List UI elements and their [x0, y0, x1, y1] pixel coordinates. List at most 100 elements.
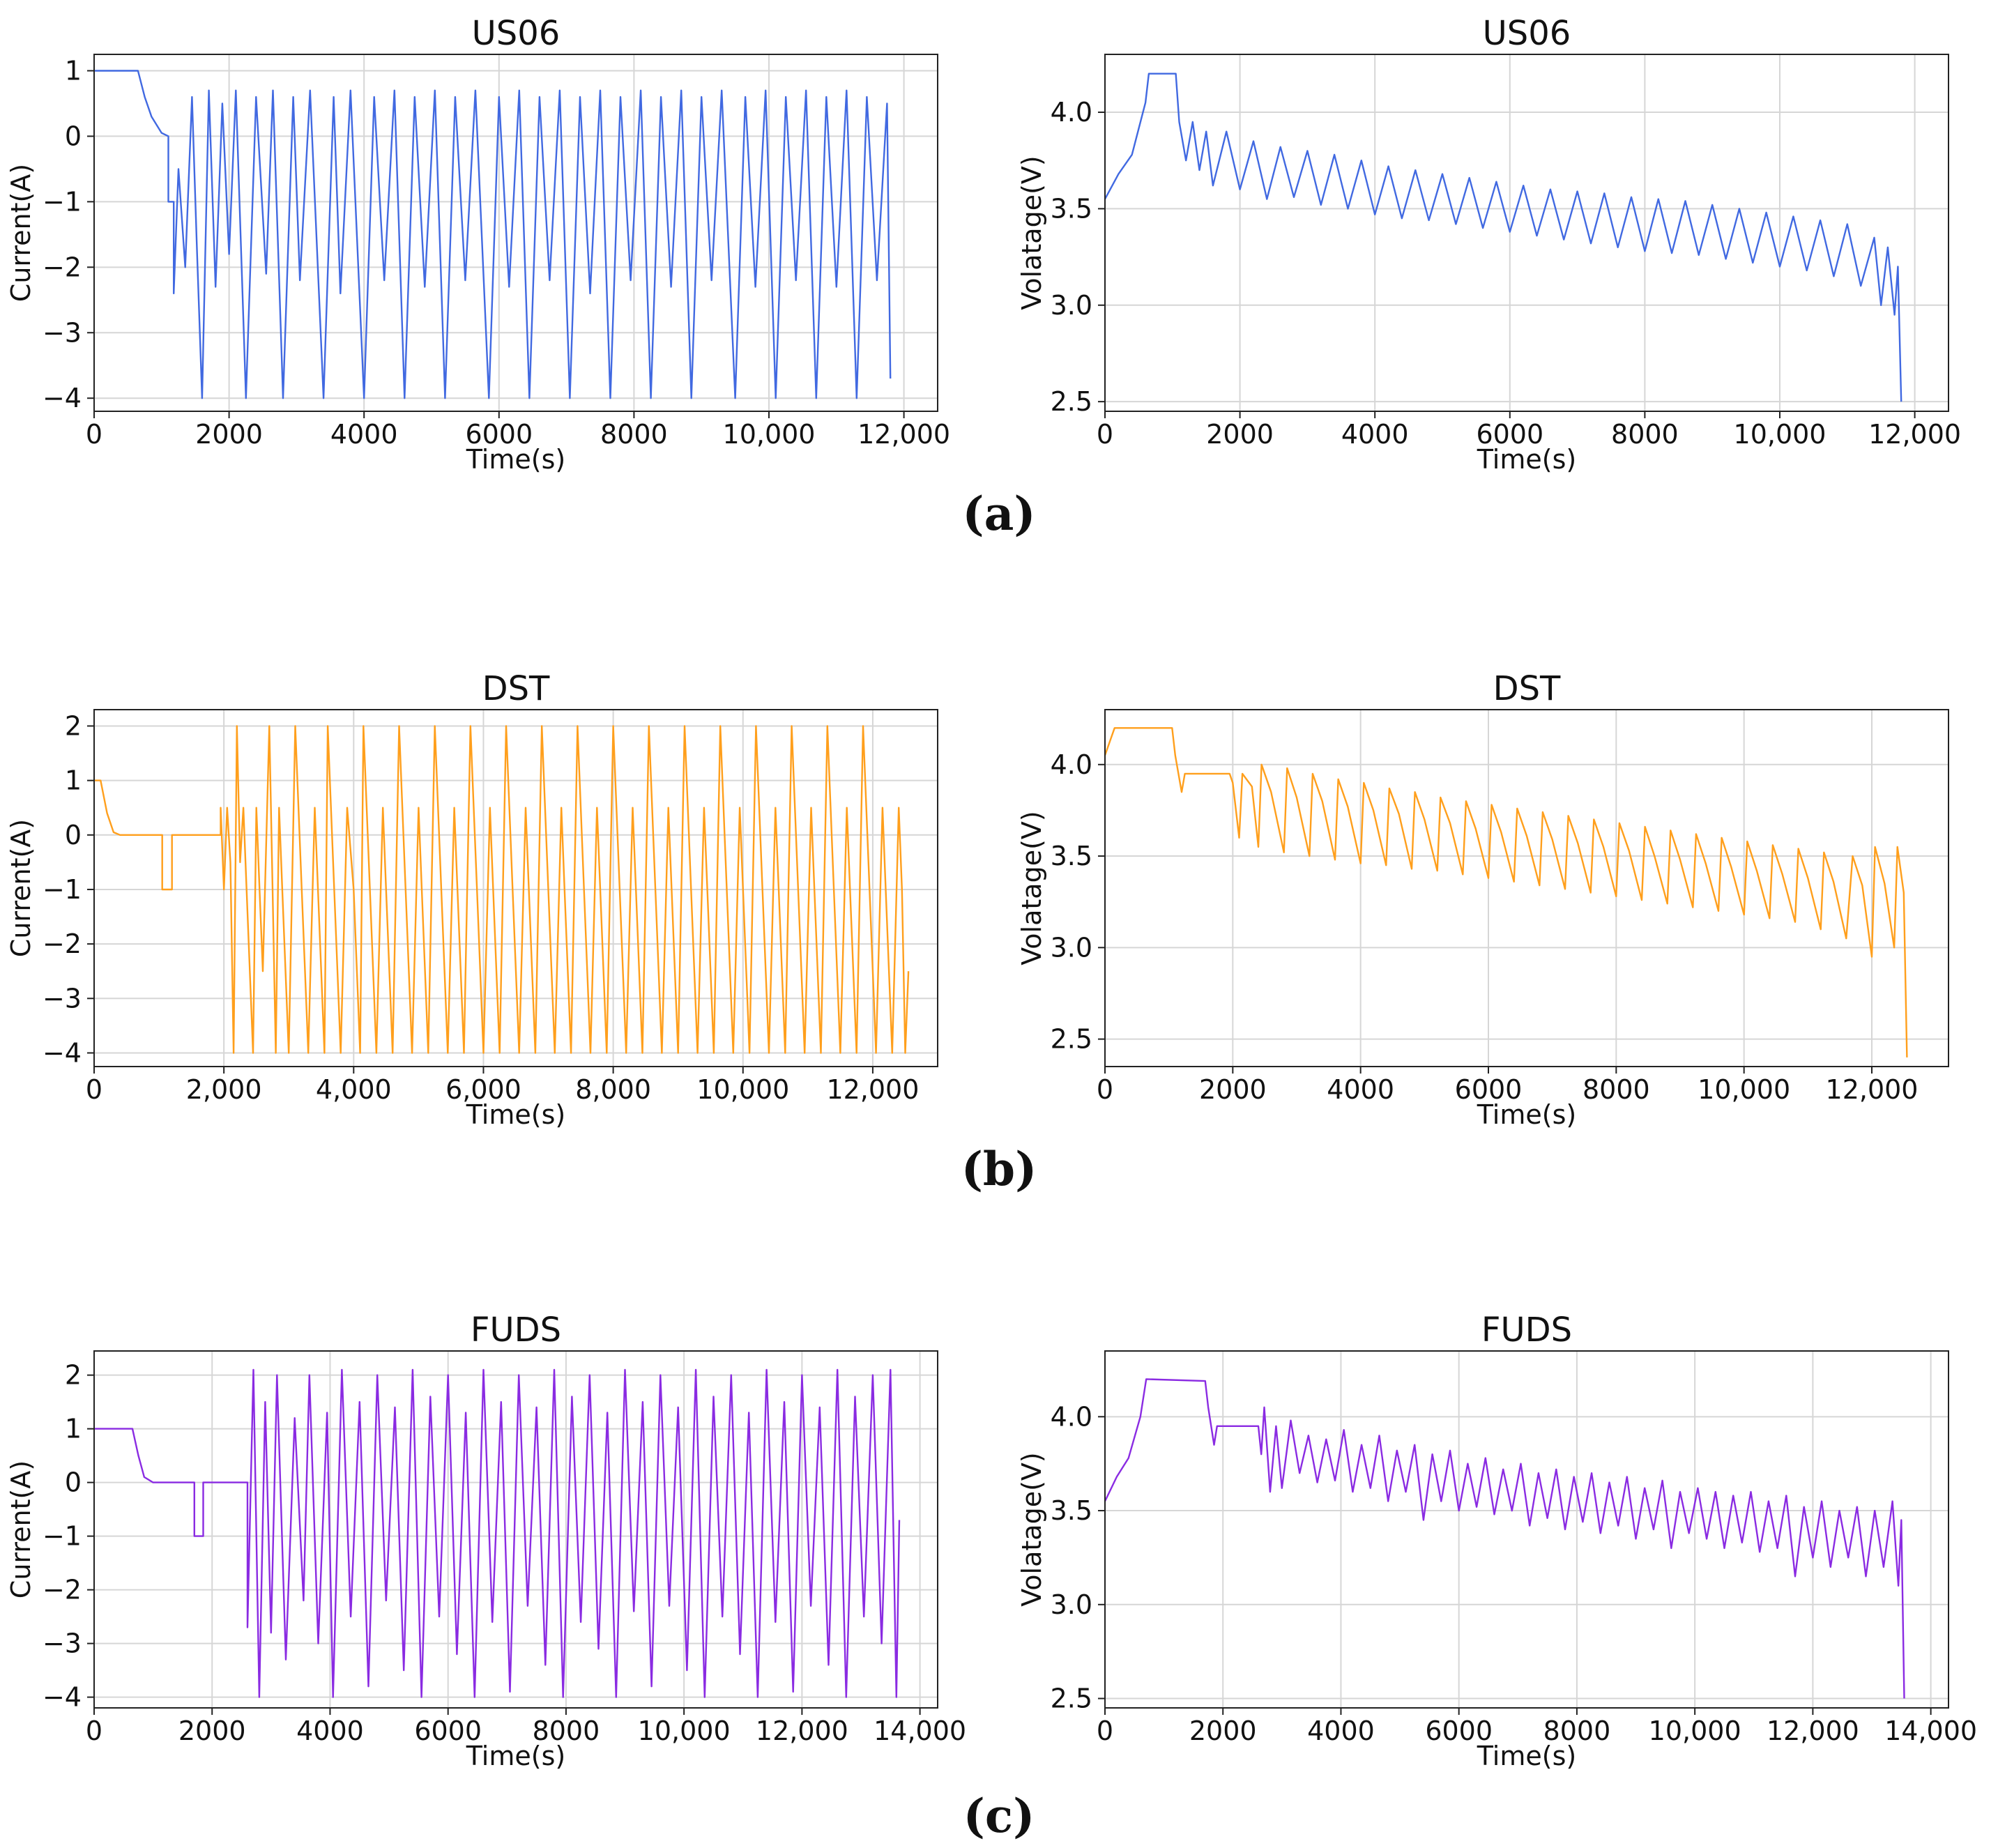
- chart-fuds-voltage: 0 2000 4000 6000 8000 10,000 12,000 14,000 4.0 3.…: [1016, 1311, 1977, 1771]
- y-tick-label: 3.0: [1051, 290, 1092, 321]
- x-axis-label: Time(s): [1477, 1099, 1576, 1130]
- y-tick-label: −2: [43, 1575, 82, 1605]
- x-tick-label: 0: [1097, 419, 1113, 450]
- chart-title: FUDS: [471, 1311, 561, 1350]
- x-tick-label: 8000: [600, 419, 668, 450]
- x-tick-label: 2000: [1206, 419, 1274, 450]
- y-tick-label: 2: [65, 710, 82, 741]
- x-tick-label: 12,000: [756, 1716, 848, 1746]
- x-tick-label: 2,000: [186, 1074, 262, 1105]
- y-tick-label: 4.0: [1051, 97, 1092, 128]
- x-tick-label: 0: [86, 1716, 102, 1746]
- x-tick-label: 12,000: [1868, 419, 1961, 450]
- y-tick-label: 4.0: [1051, 1401, 1092, 1432]
- y-tick-label: 0: [65, 820, 82, 850]
- plot-frame: [93, 709, 938, 1067]
- x-tick-label: 8,000: [575, 1074, 651, 1105]
- x-tick-label: 4000: [296, 1716, 364, 1746]
- y-axis-label: Volatage(V): [1016, 1452, 1047, 1606]
- x-tick-label: 12,000: [857, 419, 950, 450]
- caption-c: (c): [963, 1789, 1035, 1843]
- x-tick-label: 8000: [533, 1716, 600, 1746]
- x-axis-label: Time(s): [466, 444, 565, 475]
- x-tick-label: 2000: [178, 1716, 246, 1746]
- x-tick-label: 0: [86, 1074, 102, 1105]
- x-tick-label: 0: [1097, 1074, 1113, 1105]
- x-tick-label: 12,000: [826, 1074, 919, 1105]
- y-tick-label: 3.5: [1051, 841, 1092, 871]
- y-tick-label: 3.5: [1051, 193, 1092, 224]
- plot-frame: [1104, 1350, 1949, 1709]
- y-tick-label: 1: [65, 765, 82, 796]
- x-tick-label: 4000: [1307, 1716, 1375, 1746]
- series-line-current: [94, 70, 892, 399]
- chart-title: DST: [482, 669, 550, 708]
- y-tick-label: −1: [43, 1521, 82, 1552]
- caption-b: (b): [961, 1142, 1037, 1196]
- x-axis-label: Time(s): [466, 1099, 565, 1130]
- plot-frame: [1104, 709, 1949, 1067]
- y-tick-label: 2.5: [1051, 386, 1092, 417]
- charts-layer: 0 2000 4000 6000 8000 10,000 12,00010−1−2−3−4U…: [6, 14, 1977, 1771]
- y-tick-label: 0: [65, 1467, 82, 1498]
- x-tick-label: 4000: [1341, 419, 1409, 450]
- x-tick-label: 8000: [1543, 1716, 1611, 1746]
- series-line-current: [94, 1368, 901, 1698]
- caption-a: (a): [962, 487, 1035, 541]
- x-axis-label: Time(s): [1477, 444, 1576, 475]
- x-tick-label: 4000: [1327, 1074, 1394, 1105]
- y-tick-label: −1: [43, 186, 82, 217]
- chart-dst-voltage: 0 2000 4000 6000 8000 10,000 12,000 4.0 3.5 3.0 2.…: [1016, 669, 1949, 1130]
- plot-frame: [1104, 54, 1949, 412]
- y-tick-label: 0: [65, 121, 82, 151]
- x-tick-label: 2000: [195, 419, 263, 450]
- y-tick-label: −3: [43, 1628, 82, 1659]
- y-tick-label: 3.5: [1051, 1495, 1092, 1526]
- x-tick-label: 10,000: [1698, 1074, 1790, 1105]
- x-tick-label: 10,000: [723, 419, 816, 450]
- plot-frame: [93, 54, 938, 412]
- y-tick-label: −3: [43, 317, 82, 348]
- y-tick-label: −2: [43, 252, 82, 282]
- y-tick-label: −3: [43, 983, 82, 1014]
- y-tick-label: 2.5: [1051, 1024, 1092, 1055]
- series-line-voltage: [1104, 1378, 1905, 1699]
- x-tick-label: 6000: [465, 419, 533, 450]
- y-tick-label: 1: [65, 1414, 82, 1444]
- y-tick-label: 4.0: [1051, 749, 1092, 780]
- y-tick-label: 1: [65, 55, 82, 86]
- series-line-current: [94, 725, 910, 1054]
- x-tick-label: 10,000: [1734, 419, 1827, 450]
- x-tick-label: 6000: [1425, 1716, 1493, 1746]
- y-tick-label: 2: [65, 1360, 82, 1391]
- chart-us06-current: 0 2000 4000 6000 8000 10,000 12,000 1 0 −1 −2 −3 −4 U…: [6, 14, 950, 475]
- chart-title: DST: [1493, 669, 1561, 708]
- y-axis-label: Volatage(V): [1016, 811, 1047, 965]
- x-tick-label: 4000: [330, 419, 398, 450]
- y-axis-label: Volatage(V): [1016, 155, 1047, 310]
- x-tick-label: 6000: [1476, 419, 1543, 450]
- x-axis-label: Time(s): [466, 1741, 565, 1771]
- y-tick-label: −1: [43, 874, 82, 905]
- x-tick-label: 6,000: [445, 1074, 521, 1105]
- x-tick-label: 10,000: [696, 1074, 789, 1105]
- chart-fuds-current: 0 2000 4000 6000 8000 10,000 12,000 14,000 2 1 0 −1…: [6, 1311, 966, 1771]
- x-tick-label: 10,000: [638, 1716, 731, 1746]
- plot-frame: [93, 1350, 938, 1709]
- chart-title: FUDS: [1481, 1311, 1572, 1350]
- chart-title: US06: [472, 14, 560, 53]
- x-tick-label: 6000: [414, 1716, 482, 1746]
- y-tick-label: 3.0: [1051, 932, 1092, 963]
- y-axis-label: Current(A): [6, 1460, 36, 1598]
- x-tick-label: 12,000: [1767, 1716, 1859, 1746]
- chart-dst-current: 0 2,000 4,000 6,000 8,000 10,000 12,000 2 1 0 −1 −2…: [6, 669, 938, 1130]
- x-tick-label: 8000: [1583, 1074, 1650, 1105]
- y-tick-label: −2: [43, 929, 82, 959]
- x-tick-label: 12,000: [1826, 1074, 1919, 1105]
- chart-title: US06: [1483, 14, 1571, 53]
- y-tick-label: −4: [43, 1037, 82, 1068]
- y-axis-label: Current(A): [6, 164, 36, 302]
- x-tick-label: 0: [86, 419, 102, 450]
